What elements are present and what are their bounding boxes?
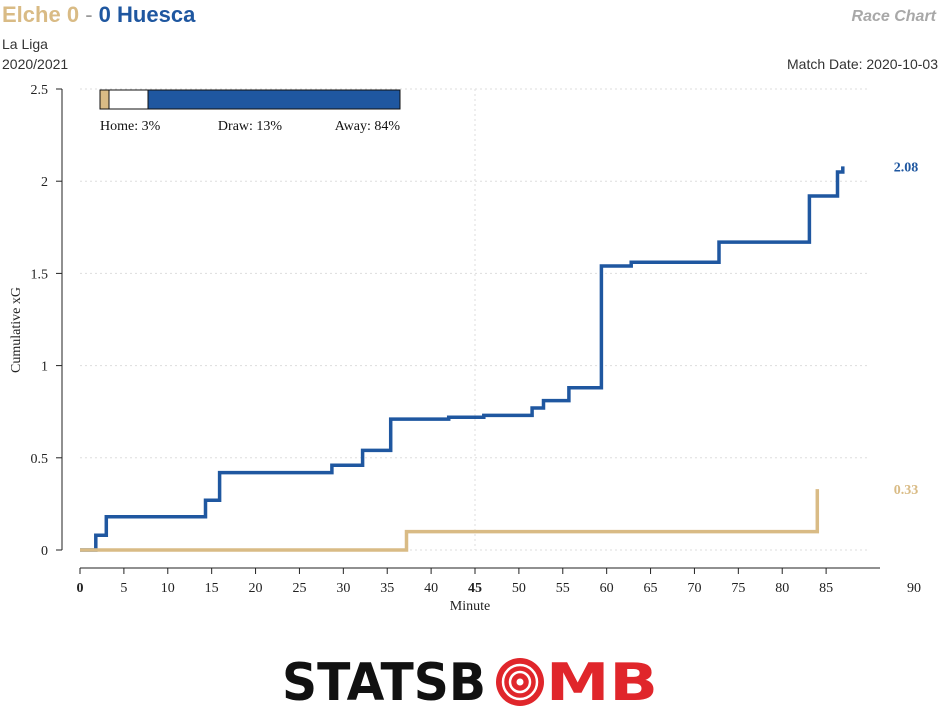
x-tick-label: 20: [249, 581, 263, 596]
y-tick-label: 2.5: [31, 83, 49, 98]
x-tick-label: 70: [687, 581, 701, 596]
win-prob-home-label: Home: 3%: [100, 119, 161, 134]
x-tick-label: 25: [292, 581, 306, 596]
x-axis-label: Minute: [450, 599, 490, 614]
y-tick-label: 1.5: [31, 267, 49, 282]
home-team-name: Elche: [2, 2, 61, 27]
win-prob-home-segment: [99, 89, 110, 110]
season: 2020/2021: [2, 56, 69, 72]
home-xg-line: [80, 489, 820, 552]
x-tick-label: 45: [468, 581, 482, 596]
win-prob-draw-label: Draw: 13%: [218, 119, 282, 134]
x-tick-label: 50: [512, 581, 526, 596]
x-tick-label: 0: [77, 581, 84, 596]
win-prob-draw-segment: [108, 89, 149, 110]
match-date: Match Date: 2020-10-03: [787, 56, 938, 72]
score-separator: -: [85, 2, 93, 27]
win-probability-bar: Home: 3% Draw: 13% Away: 84%: [99, 89, 401, 134]
x-tick-label: 80: [775, 581, 789, 596]
target-icon: [496, 658, 544, 706]
competition-name: La Liga: [2, 36, 48, 52]
y-axis-label: Cumulative xG: [9, 287, 24, 373]
x-tick-label: 75: [731, 581, 745, 596]
series-lines: 2.08 0.33: [80, 160, 919, 552]
x-tick-label: 5: [120, 581, 127, 596]
y-tick-label: 1: [41, 360, 48, 375]
x-tick-label: 90: [907, 581, 921, 596]
win-prob-away-label: Away: 84%: [335, 119, 401, 134]
y-tick-label: 0.5: [31, 452, 49, 467]
x-tick-label: 60: [600, 581, 614, 596]
away-xg-line: [80, 166, 845, 552]
x-tick-label: 55: [556, 581, 570, 596]
home-score: 0: [66, 2, 80, 27]
logo-text-left: STATSB: [282, 653, 486, 710]
x-tick-label: 35: [380, 581, 394, 596]
win-prob-away-segment: [147, 89, 401, 110]
x-tick-label: 30: [336, 581, 350, 596]
x-tick-label: 40: [424, 581, 438, 596]
home-final-xg-label: 0.33: [894, 483, 919, 498]
logo-text-right: MB: [546, 653, 658, 710]
race-chart: 0 0.5 1 1.5 2 2.5 0 5 10 15 20 25 30 35 40 45 50 55 60 65 70…: [9, 83, 922, 614]
gridlines: [80, 88, 870, 551]
y-tick-label: 0: [41, 544, 48, 559]
away-score: 0: [98, 2, 111, 27]
axes: 0 0.5 1 1.5 2 2.5 0 5 10 15 20 25 30 35 40 45 50 55 60 65 70…: [31, 83, 922, 596]
away-final-xg-label: 2.08: [894, 160, 919, 175]
x-tick-label: 15: [205, 581, 219, 596]
away-team-name: Huesca: [117, 2, 196, 27]
x-tick-label: 65: [644, 581, 658, 596]
match-title: Elche 0 - 0 Huesca: [2, 2, 195, 28]
y-tick-label: 2: [41, 175, 48, 190]
chart-type-label: Race Chart: [851, 8, 936, 25]
x-tick-label: 10: [161, 581, 175, 596]
statsbomb-logo: STATSB MB: [282, 653, 658, 710]
x-tick-label: 85: [819, 581, 833, 596]
